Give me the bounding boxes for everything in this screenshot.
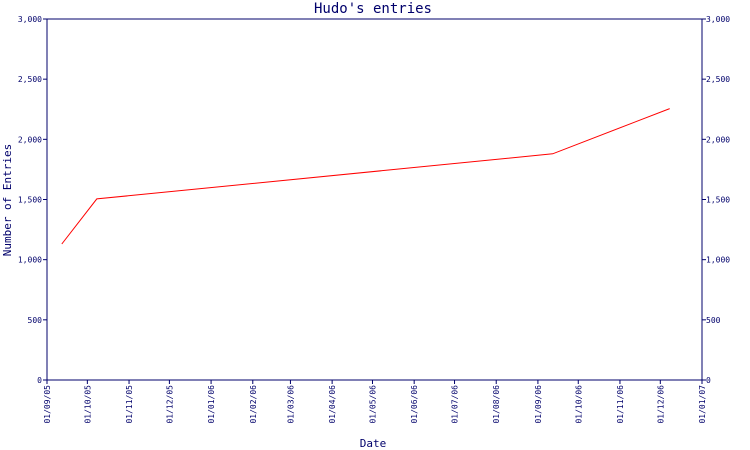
y-axis-right: 0 500 1,000 1,500 2,000 2,500 3,000 (702, 15, 730, 385)
x-tick-label: 01/07/06 (451, 385, 460, 424)
y-axis-label: Number of Entries (1, 144, 14, 257)
x-tick-label: 01/09/06 (534, 385, 543, 424)
plot-area (47, 19, 702, 380)
x-tick-label: 01/03/06 (286, 385, 295, 424)
x-tick-label: 01/08/06 (492, 385, 501, 424)
x-tick-label: 01/10/05 (83, 385, 92, 424)
x-tick-label: 01/02/06 (249, 385, 258, 424)
y-tick-right-label: 0 (706, 376, 711, 385)
y-tick-right-label: 1,500 (706, 196, 730, 205)
x-tick-label: 01/06/06 (410, 385, 419, 424)
y-axis-left: 0 500 1,000 1,500 2,000 2,500 3,000 (18, 15, 47, 385)
y-tick-left-label: 1,000 (18, 256, 42, 265)
series-layer (62, 109, 670, 244)
x-tick-label: 01/11/05 (125, 385, 134, 424)
x-tick-label: 01/01/06 (207, 385, 216, 424)
series-line (62, 109, 670, 244)
x-axis: 01/09/05 01/10/05 01/11/05 01/12/05 01/01/06… (43, 380, 707, 424)
x-tick-label: 01/11/06 (616, 385, 625, 424)
y-tick-left-label: 1,500 (18, 196, 42, 205)
y-tick-right-label: 1,000 (706, 256, 730, 265)
x-tick-label: 01/04/06 (328, 385, 337, 424)
y-tick-right-label: 3,000 (706, 15, 730, 24)
x-tick-label: 01/09/05 (43, 385, 52, 424)
y-tick-right-label: 500 (706, 316, 721, 325)
y-tick-left-label: 0 (37, 376, 42, 385)
y-tick-left-label: 2,500 (18, 75, 42, 84)
x-tick-label: 01/05/06 (368, 385, 377, 424)
y-tick-left-label: 2,000 (18, 135, 42, 144)
x-tick-label: 01/01/07 (698, 385, 707, 424)
y-tick-right-label: 2,500 (706, 75, 730, 84)
y-tick-left-label: 3,000 (18, 15, 42, 24)
chart-title: Hudo's entries (314, 1, 432, 17)
y-tick-left-label: 500 (28, 316, 43, 325)
y-tick-right-label: 2,000 (706, 135, 730, 144)
x-tick-label: 01/10/06 (574, 385, 583, 424)
x-tick-label: 01/12/06 (656, 385, 665, 424)
x-axis-label: Date (360, 437, 387, 450)
x-tick-label: 01/12/05 (165, 385, 174, 424)
